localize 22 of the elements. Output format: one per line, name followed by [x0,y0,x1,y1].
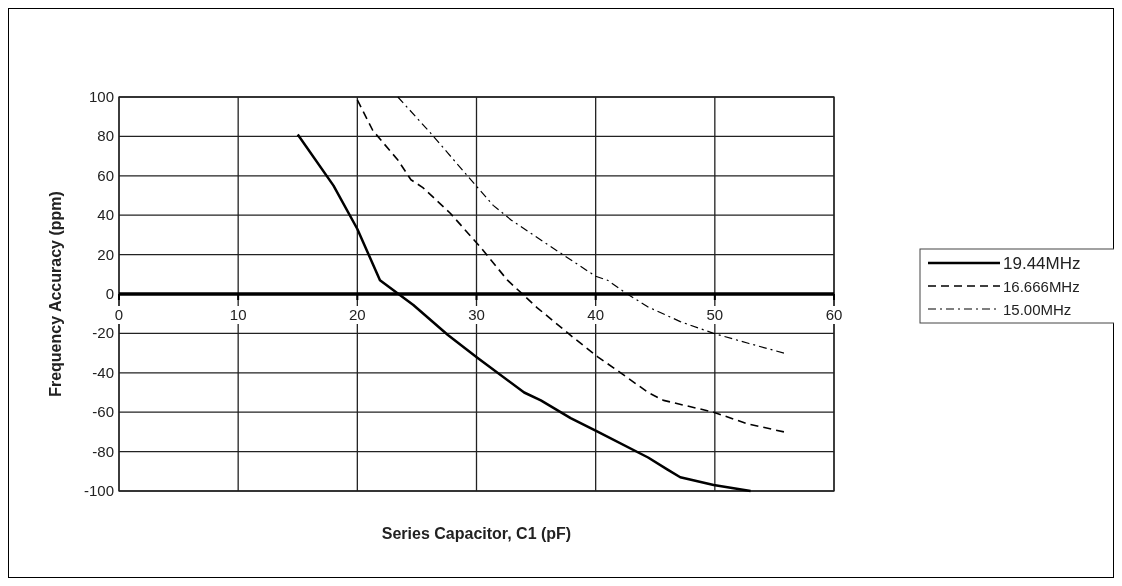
y-tick-label: -40 [92,363,114,381]
y-tick-label: -60 [92,403,114,421]
x-tick-label: 30 [468,306,485,323]
y-tick-label: 20 [97,245,114,263]
legend-label: 19.44MHz [1003,254,1081,273]
x-tick-label: 20 [348,306,366,323]
legend-label: 15.00MHz [1003,301,1072,318]
y-tick-label: 0 [105,285,114,302]
x-axis-title: Series Capacitor, C1 (pF) [381,525,572,542]
x-tick-label: 40 [587,306,605,323]
legend-label: 16.666MHz [1003,278,1080,295]
x-tick-label: 10 [229,306,247,323]
y-tick-label: 80 [97,127,114,145]
y-tick-label: -80 [92,442,114,460]
y-tick-label: 40 [97,206,114,224]
y-tick-label: 100 [88,88,114,105]
y-axis-title: Frequency Accuracy (ppm) [47,191,64,397]
y-tick-label: -100 [83,482,114,499]
y-tick-label: 60 [97,166,114,184]
x-tick-label: 50 [706,306,724,323]
x-tick-label: 60 [825,306,843,323]
y-tick-label: -20 [92,324,114,342]
